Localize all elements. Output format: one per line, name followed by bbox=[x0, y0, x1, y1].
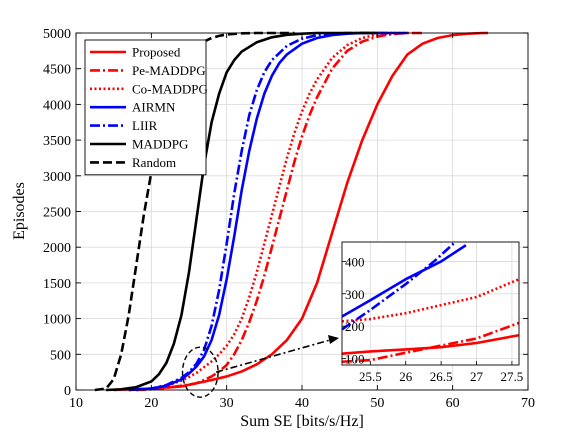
series-line-proposed bbox=[113, 31, 489, 392]
inset-y-tick-label: 300 bbox=[345, 287, 365, 302]
inset-y-tick-label: 400 bbox=[345, 254, 365, 269]
y-tick-label: 500 bbox=[50, 348, 71, 363]
inset-x-tick-label: 27.5 bbox=[501, 369, 524, 384]
inset-plot: 25.5 26 26.5 27 27.5 100 200 300 400 bbox=[341, 241, 524, 384]
inset-x-tick-label: 25.5 bbox=[359, 369, 382, 384]
y-tick-label: 5000 bbox=[43, 27, 71, 42]
y-tick-label: 1000 bbox=[43, 313, 71, 328]
x-ticks: 10 20 30 40 50 60 70 bbox=[69, 33, 535, 411]
y-tick-label: 3000 bbox=[43, 170, 71, 185]
x-tick-label: 10 bbox=[69, 396, 83, 411]
inset-series-line-proposed bbox=[342, 333, 519, 355]
inset-x-tick-label: 26.5 bbox=[430, 369, 453, 384]
inset-series-line-pe-maddpg bbox=[342, 321, 519, 364]
inset-background bbox=[342, 242, 519, 365]
legend: Proposed Pe-MADDPG Co-MADDPG AIRMN LIIR MADDP… bbox=[84, 39, 208, 176]
x-tick-label: 30 bbox=[220, 396, 234, 411]
legend-label-pe-maddpg: Pe-MADDPG bbox=[132, 63, 206, 78]
zoom-indicator bbox=[181, 335, 339, 398]
legend-label-airmn: AIRMN bbox=[132, 100, 176, 115]
y-tick-label: 4500 bbox=[43, 63, 71, 78]
series-line-pe-maddpg bbox=[136, 31, 423, 392]
inset-series-layer bbox=[342, 242, 519, 364]
series-line-co-maddpg bbox=[136, 31, 408, 392]
inset-series-line-liir bbox=[342, 242, 457, 331]
grid bbox=[76, 33, 528, 390]
legend-label-random: Random bbox=[132, 155, 176, 170]
inset-series-line-co-maddpg bbox=[342, 278, 519, 323]
zoom-arrow-head bbox=[328, 335, 339, 344]
inset-series-line-airmn bbox=[342, 244, 467, 318]
y-axis-label: Episodes bbox=[11, 182, 28, 240]
x-axis-label: Sum SE [bits/s/Hz] bbox=[240, 413, 364, 430]
zoom-arrow-line bbox=[215, 339, 331, 373]
x-tick-label: 40 bbox=[295, 396, 309, 411]
inset-border bbox=[341, 241, 520, 366]
y-tick-label: 0 bbox=[64, 384, 71, 399]
y-tick-label: 3500 bbox=[43, 134, 71, 149]
inset-y-tick-label: 100 bbox=[345, 352, 365, 367]
x-tick-label: 50 bbox=[370, 396, 384, 411]
y-tick-label: 2000 bbox=[43, 241, 71, 256]
legend-label-liir: LIIR bbox=[132, 118, 158, 133]
x-tick-label: 70 bbox=[521, 396, 535, 411]
x-tick-label: 60 bbox=[446, 396, 460, 411]
y-tick-label: 1500 bbox=[43, 277, 71, 292]
inset-x-tick-label: 27 bbox=[470, 369, 484, 384]
y-ticks: 0 500 1000 1500 2000 2500 3000 3500 4000 4500 5000 bbox=[43, 27, 528, 399]
legend-label-co-maddpg: Co-MADDPG bbox=[132, 81, 208, 96]
y-tick-label: 4000 bbox=[43, 98, 71, 113]
series-line-liir bbox=[128, 31, 393, 392]
inset-x-tick-label: 26 bbox=[399, 369, 413, 384]
x-tick-label: 20 bbox=[144, 396, 158, 411]
inset-y-tick-label: 200 bbox=[345, 319, 365, 334]
legend-label-proposed: Proposed bbox=[132, 45, 181, 60]
legend-label-maddpg: MADDPG bbox=[132, 137, 188, 152]
y-tick-label: 2500 bbox=[43, 206, 71, 221]
